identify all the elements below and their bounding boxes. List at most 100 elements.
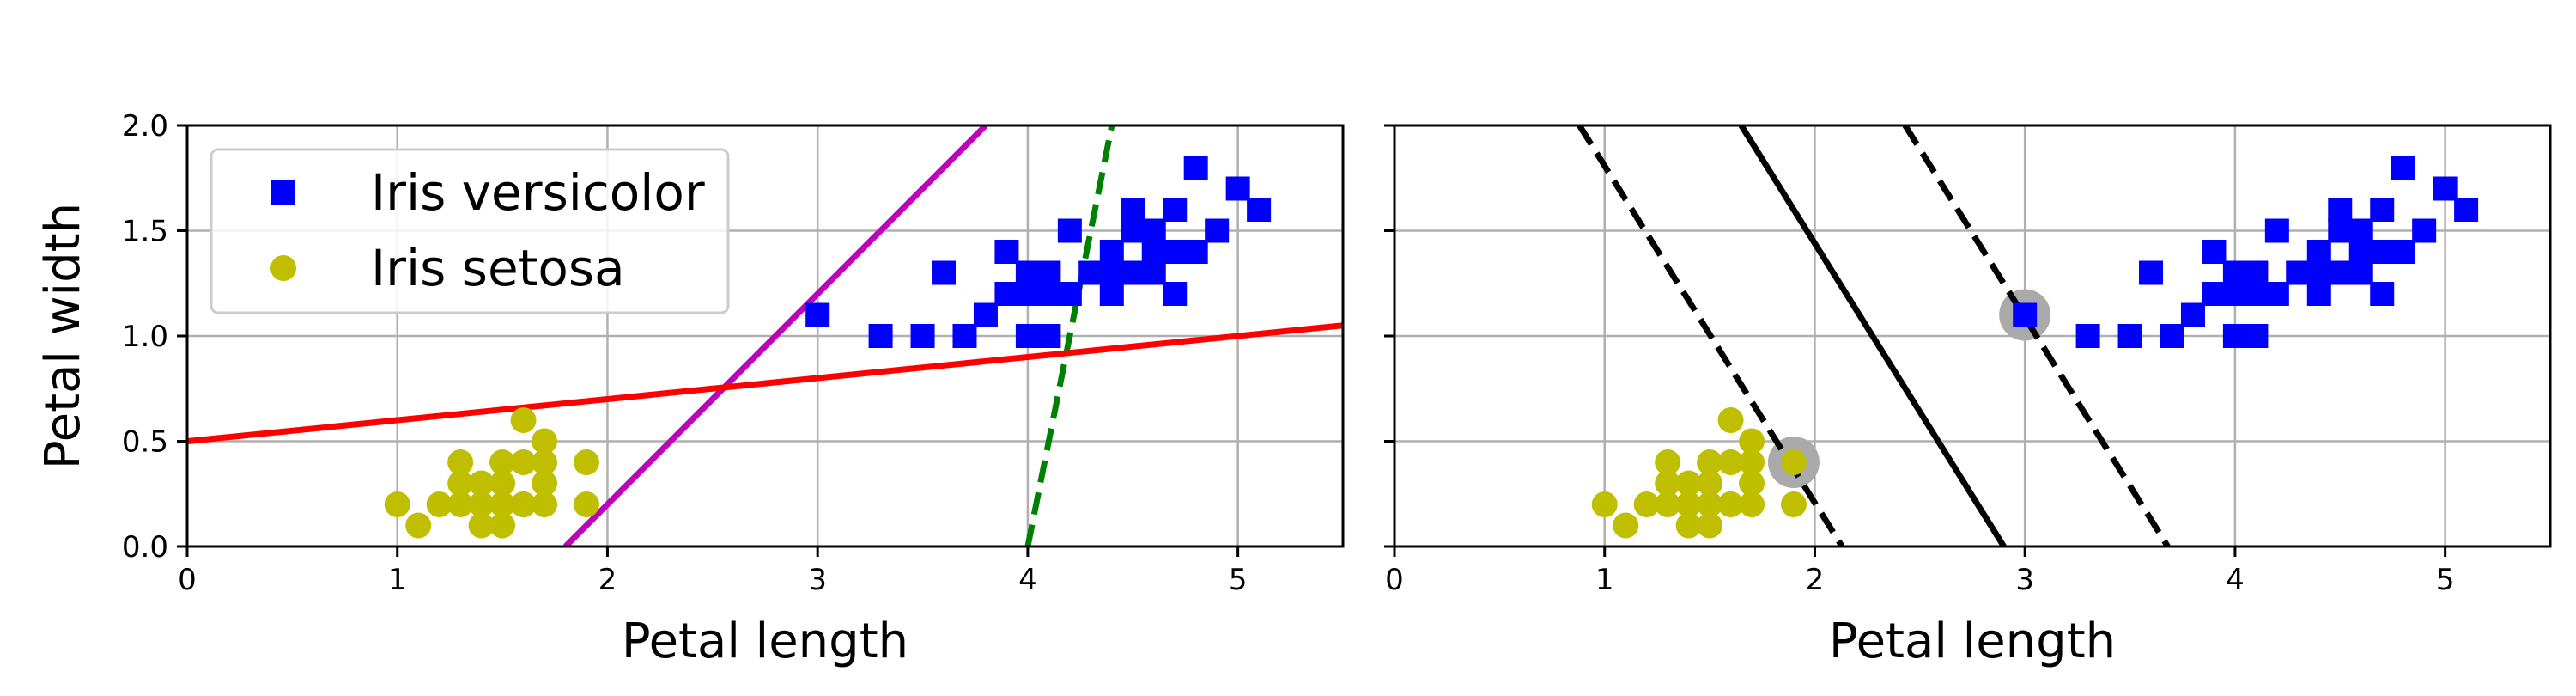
setosa-point — [1717, 449, 1744, 475]
versicolor-point — [1099, 240, 1124, 264]
setosa-point — [468, 491, 495, 517]
versicolor-point — [868, 324, 893, 348]
y-tick-label: 1.0 — [122, 320, 168, 354]
versicolor-point — [932, 260, 957, 285]
versicolor-point — [2222, 282, 2247, 306]
setosa-point — [1697, 470, 1723, 497]
x-tick-label: 4 — [1018, 563, 1037, 597]
versicolor-point — [2264, 218, 2289, 243]
versicolor-point — [1121, 260, 1145, 285]
versicolor-point — [1121, 198, 1145, 222]
y-axis-label: Petal width — [35, 203, 91, 469]
versicolor-point — [1099, 260, 1124, 285]
setosa-point — [447, 449, 474, 475]
versicolor-point — [2370, 240, 2395, 264]
solid-boundary-line — [1738, 125, 2007, 546]
versicolor-point — [1183, 156, 1208, 180]
plot-area — [187, 125, 1343, 546]
dashed-boundary-line — [1577, 125, 1845, 546]
setosa-point — [1613, 512, 1639, 539]
versicolor-point — [2433, 176, 2458, 201]
versicolor-point — [1036, 282, 1061, 306]
x-tick-label: 0 — [1385, 563, 1404, 597]
x-axis-label: Petal length — [1829, 614, 2116, 669]
x-tick-label: 2 — [598, 563, 617, 597]
legend-square-marker — [271, 180, 295, 205]
versicolor-point — [2222, 324, 2247, 348]
x-tick-label: 1 — [388, 563, 407, 597]
setosa-point — [1697, 512, 1723, 539]
versicolor-point — [2328, 218, 2353, 243]
versicolor-point — [1163, 282, 1188, 306]
left-panel: 0 1 2 3 4 5 0.0 0.5 1.0 1.5 2.0 Petal length Petal w… — [35, 109, 1345, 669]
versicolor-point — [1163, 198, 1188, 222]
versicolor-point — [2348, 240, 2373, 264]
versicolor-point — [1247, 198, 1272, 222]
versicolor-point — [1015, 260, 1040, 285]
versicolor-point — [1121, 218, 1145, 243]
setosa-point — [1717, 407, 1744, 433]
versicolor-point — [2370, 282, 2395, 306]
versicolor-point — [973, 302, 998, 327]
setosa-point — [447, 470, 474, 497]
setosa-point — [468, 470, 495, 497]
setosa-point — [1780, 449, 1807, 475]
setosa-point — [1675, 512, 1702, 539]
y-tick-label: 1.5 — [122, 215, 168, 249]
setosa-point — [1739, 470, 1765, 497]
versicolor-point — [1057, 218, 1082, 243]
versicolor-point — [2391, 156, 2415, 180]
setosa-point — [384, 491, 410, 517]
setosa-point — [510, 449, 537, 475]
versicolor-point — [1078, 260, 1103, 285]
versicolor-point — [1036, 324, 1061, 348]
versicolor-point — [2306, 282, 2331, 306]
setosa-point — [489, 491, 516, 517]
x-tick-label: 1 — [1595, 563, 1614, 597]
versicolor-point — [2328, 198, 2353, 222]
setosa-point — [1739, 491, 1765, 517]
versicolor-point — [1036, 260, 1061, 285]
legend-label: Iris versicolor — [371, 163, 705, 222]
legend: Iris versicolor Iris setosa — [210, 148, 730, 314]
y-tick-label: 0.5 — [122, 425, 168, 460]
legend-circle-marker — [270, 255, 296, 281]
versicolor-point — [2412, 218, 2437, 243]
setosa-point — [468, 512, 495, 539]
versicolor-point — [1015, 282, 1040, 306]
solid-boundary-line — [563, 125, 988, 546]
versicolor-point — [1015, 324, 1040, 348]
versicolor-point — [2139, 260, 2164, 285]
x-tick-label: 4 — [2226, 563, 2245, 597]
x-tick-label: 0 — [178, 563, 197, 597]
x-tick-label: 5 — [2436, 563, 2455, 597]
setosa-point — [532, 449, 558, 475]
versicolor-point — [2348, 260, 2373, 285]
setosa-point — [1655, 449, 1681, 475]
setosa-point — [1655, 491, 1681, 517]
setosa-point — [1739, 428, 1765, 455]
setosa-point — [1697, 491, 1723, 517]
versicolor-point — [2202, 240, 2227, 264]
versicolor-point — [1141, 218, 1166, 243]
versicolor-point — [2306, 240, 2331, 264]
versicolor-point — [2264, 282, 2289, 306]
solid-boundary-line — [187, 322, 1343, 444]
versicolor-point — [2222, 260, 2247, 285]
x-tick-label: 3 — [808, 563, 827, 597]
setosa-point — [532, 470, 558, 497]
setosa-point — [1697, 449, 1723, 475]
dashed-boundary-line — [1902, 125, 2171, 546]
versicolor-point — [1141, 240, 1166, 264]
versicolor-point — [2244, 260, 2269, 285]
setosa-point — [532, 491, 558, 517]
versicolor-point — [2202, 282, 2227, 306]
setosa-point — [447, 491, 474, 517]
versicolor-point — [994, 240, 1019, 264]
x-tick-label: 5 — [1229, 563, 1248, 597]
versicolor-point — [1183, 240, 1208, 264]
setosa-point — [573, 449, 599, 475]
setosa-point — [510, 491, 537, 517]
setosa-point — [532, 428, 558, 455]
setosa-point — [489, 512, 516, 539]
